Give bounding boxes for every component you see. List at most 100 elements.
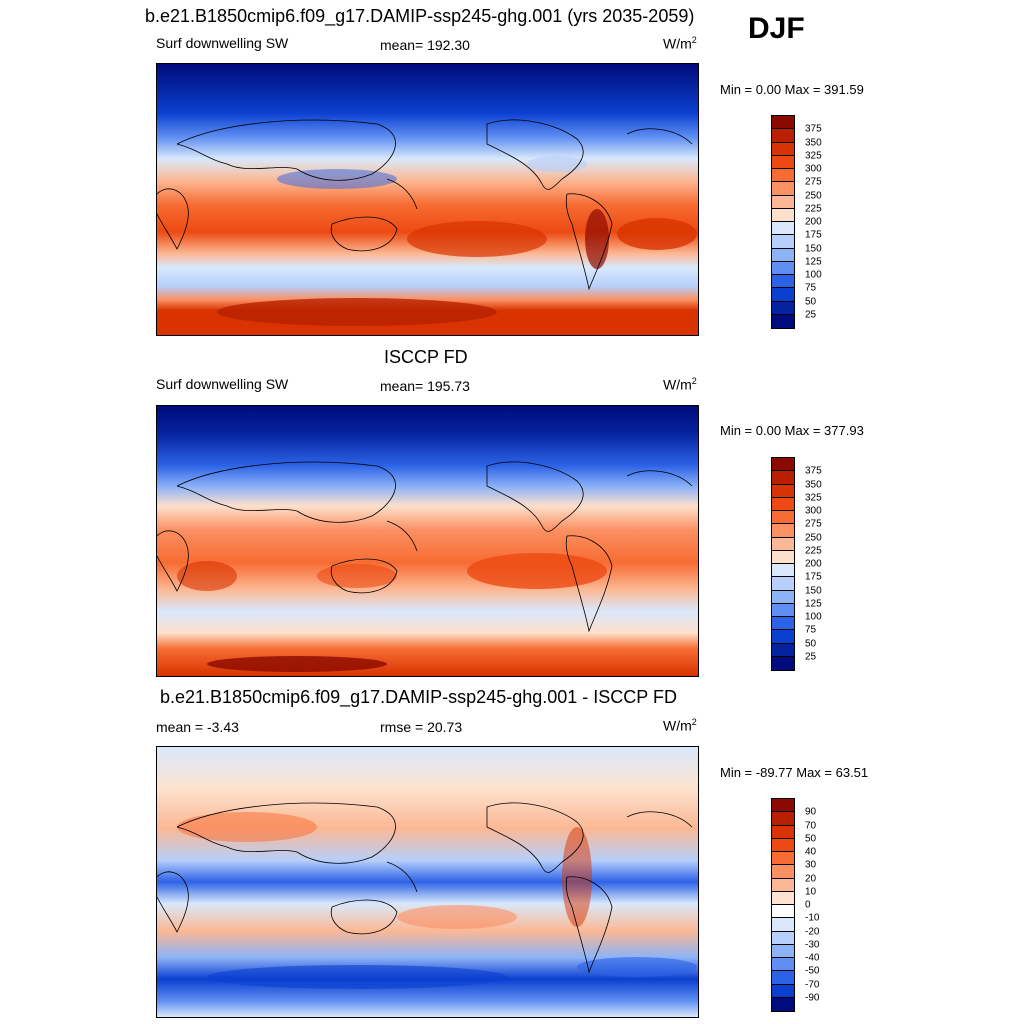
colorbar-swatch [772, 918, 794, 932]
colorbar-label: 125 [805, 256, 822, 268]
map-model [156, 63, 699, 336]
colorbar-swatch [772, 958, 794, 972]
colorbar-label: -20 [805, 926, 820, 937]
colorbar-swatch [772, 603, 794, 617]
colorbar-label: 25 [805, 651, 817, 663]
variable-label: Surf downwelling SW [156, 376, 289, 392]
colorbar-label: 0 [805, 899, 811, 911]
colorbar-label: 40 [805, 846, 817, 858]
colorbar-label: -90 [805, 992, 820, 1004]
colorbar [771, 115, 795, 329]
mean-label: mean = -3.43 [156, 719, 239, 735]
variable-label: Surf downwelling SW [156, 35, 289, 51]
colorbar-swatch [772, 931, 794, 945]
panel-title: b.e21.B1850cmip6.f09_g17.DAMIP-ssp245-gh… [145, 6, 695, 26]
colorbar-label: 275 [805, 176, 822, 188]
colorbar-swatch [772, 550, 794, 564]
colorbar-label: -30 [805, 939, 820, 951]
colorbar-swatch [772, 314, 794, 328]
colorbar-swatch [772, 142, 794, 156]
min-max-label: Min = -89.77 Max = 63.51 [720, 765, 869, 780]
colorbar-swatch [772, 971, 794, 985]
colorbar-swatch [772, 248, 794, 262]
colorbar-label: -50 [805, 965, 820, 977]
colorbar-label: 325 [805, 150, 822, 162]
colorbar-label: 50 [805, 638, 817, 649]
colorbar-swatch [772, 905, 794, 919]
colorbar-swatch [772, 984, 794, 998]
colorbar-swatch [772, 825, 794, 839]
colorbar-swatch [772, 182, 794, 196]
colorbar-label: 10 [805, 886, 817, 898]
colorbar-label: 25 [805, 309, 817, 321]
units-label: W/m2 [663, 376, 697, 393]
colorbar-label: 200 [805, 558, 822, 570]
colorbar-swatch [772, 643, 794, 657]
colorbar [771, 798, 795, 1012]
colorbar-label: 350 [805, 137, 822, 148]
season-label: DJF [748, 12, 805, 45]
colorbar-label: 200 [805, 216, 822, 228]
units-label: W/m2 [663, 717, 697, 734]
colorbar-swatch [772, 617, 794, 631]
colorbar-swatch [772, 852, 794, 866]
colorbar-label: 375 [805, 123, 822, 135]
colorbar-label: -70 [805, 979, 820, 990]
min-max-label: Min = 0.00 Max = 377.93 [720, 423, 864, 438]
colorbar-label: -40 [805, 952, 820, 964]
colorbar-swatch [772, 537, 794, 551]
colorbar-swatch [772, 195, 794, 209]
colorbar-swatch [772, 155, 794, 169]
colorbar-swatch [772, 838, 794, 852]
min-max-label: Min = 0.00 Max = 391.59 [720, 82, 864, 97]
colorbar-label: 225 [805, 545, 822, 557]
map-field [157, 64, 698, 335]
colorbar-label: 175 [805, 229, 822, 241]
colorbar-label: 75 [805, 624, 817, 636]
colorbar-swatch [772, 577, 794, 591]
mean-label: mean= 192.30 [380, 37, 470, 53]
colorbar-label: 50 [805, 296, 817, 307]
panel-title: ISCCP FD [384, 347, 468, 367]
colorbar-label: 300 [805, 505, 822, 517]
colorbar-swatch [772, 235, 794, 249]
colorbar [771, 457, 795, 671]
colorbar-swatch [772, 129, 794, 143]
colorbar-label: 150 [805, 585, 822, 596]
mean-label: mean= 195.73 [380, 378, 470, 394]
colorbar-swatch [772, 630, 794, 644]
colorbar-swatch [772, 471, 794, 485]
colorbar-label: 275 [805, 518, 822, 530]
rmse-label: rmse = 20.73 [380, 719, 463, 735]
colorbar-swatch [772, 997, 794, 1011]
colorbar-label: 325 [805, 492, 822, 504]
colorbar-swatch [772, 458, 794, 472]
colorbar-swatch [772, 288, 794, 302]
colorbar-swatch [772, 524, 794, 538]
colorbar-label: 175 [805, 571, 822, 583]
colorbar-label: 150 [805, 243, 822, 254]
map-observation [156, 405, 699, 677]
map-difference [156, 746, 699, 1018]
colorbar-swatch [772, 497, 794, 511]
colorbar-label: 75 [805, 282, 817, 294]
map-field [157, 747, 698, 1017]
colorbar-swatch [772, 656, 794, 670]
colorbar-swatch [772, 865, 794, 879]
colorbar-label: 250 [805, 190, 822, 201]
colorbar-label: 250 [805, 532, 822, 543]
colorbar-swatch [772, 208, 794, 222]
colorbar-swatch [772, 511, 794, 525]
units-label: W/m2 [663, 35, 697, 52]
colorbar-swatch [772, 116, 794, 130]
colorbar-swatch [772, 275, 794, 289]
colorbar-label: 70 [805, 820, 817, 831]
colorbar-swatch [772, 261, 794, 275]
colorbar-swatch [772, 878, 794, 892]
colorbar-swatch [772, 590, 794, 604]
colorbar-label: 125 [805, 598, 822, 610]
colorbar-swatch [772, 944, 794, 958]
colorbar-label: 225 [805, 203, 822, 215]
colorbar-label: 50 [805, 833, 817, 845]
colorbar-swatch [772, 169, 794, 183]
